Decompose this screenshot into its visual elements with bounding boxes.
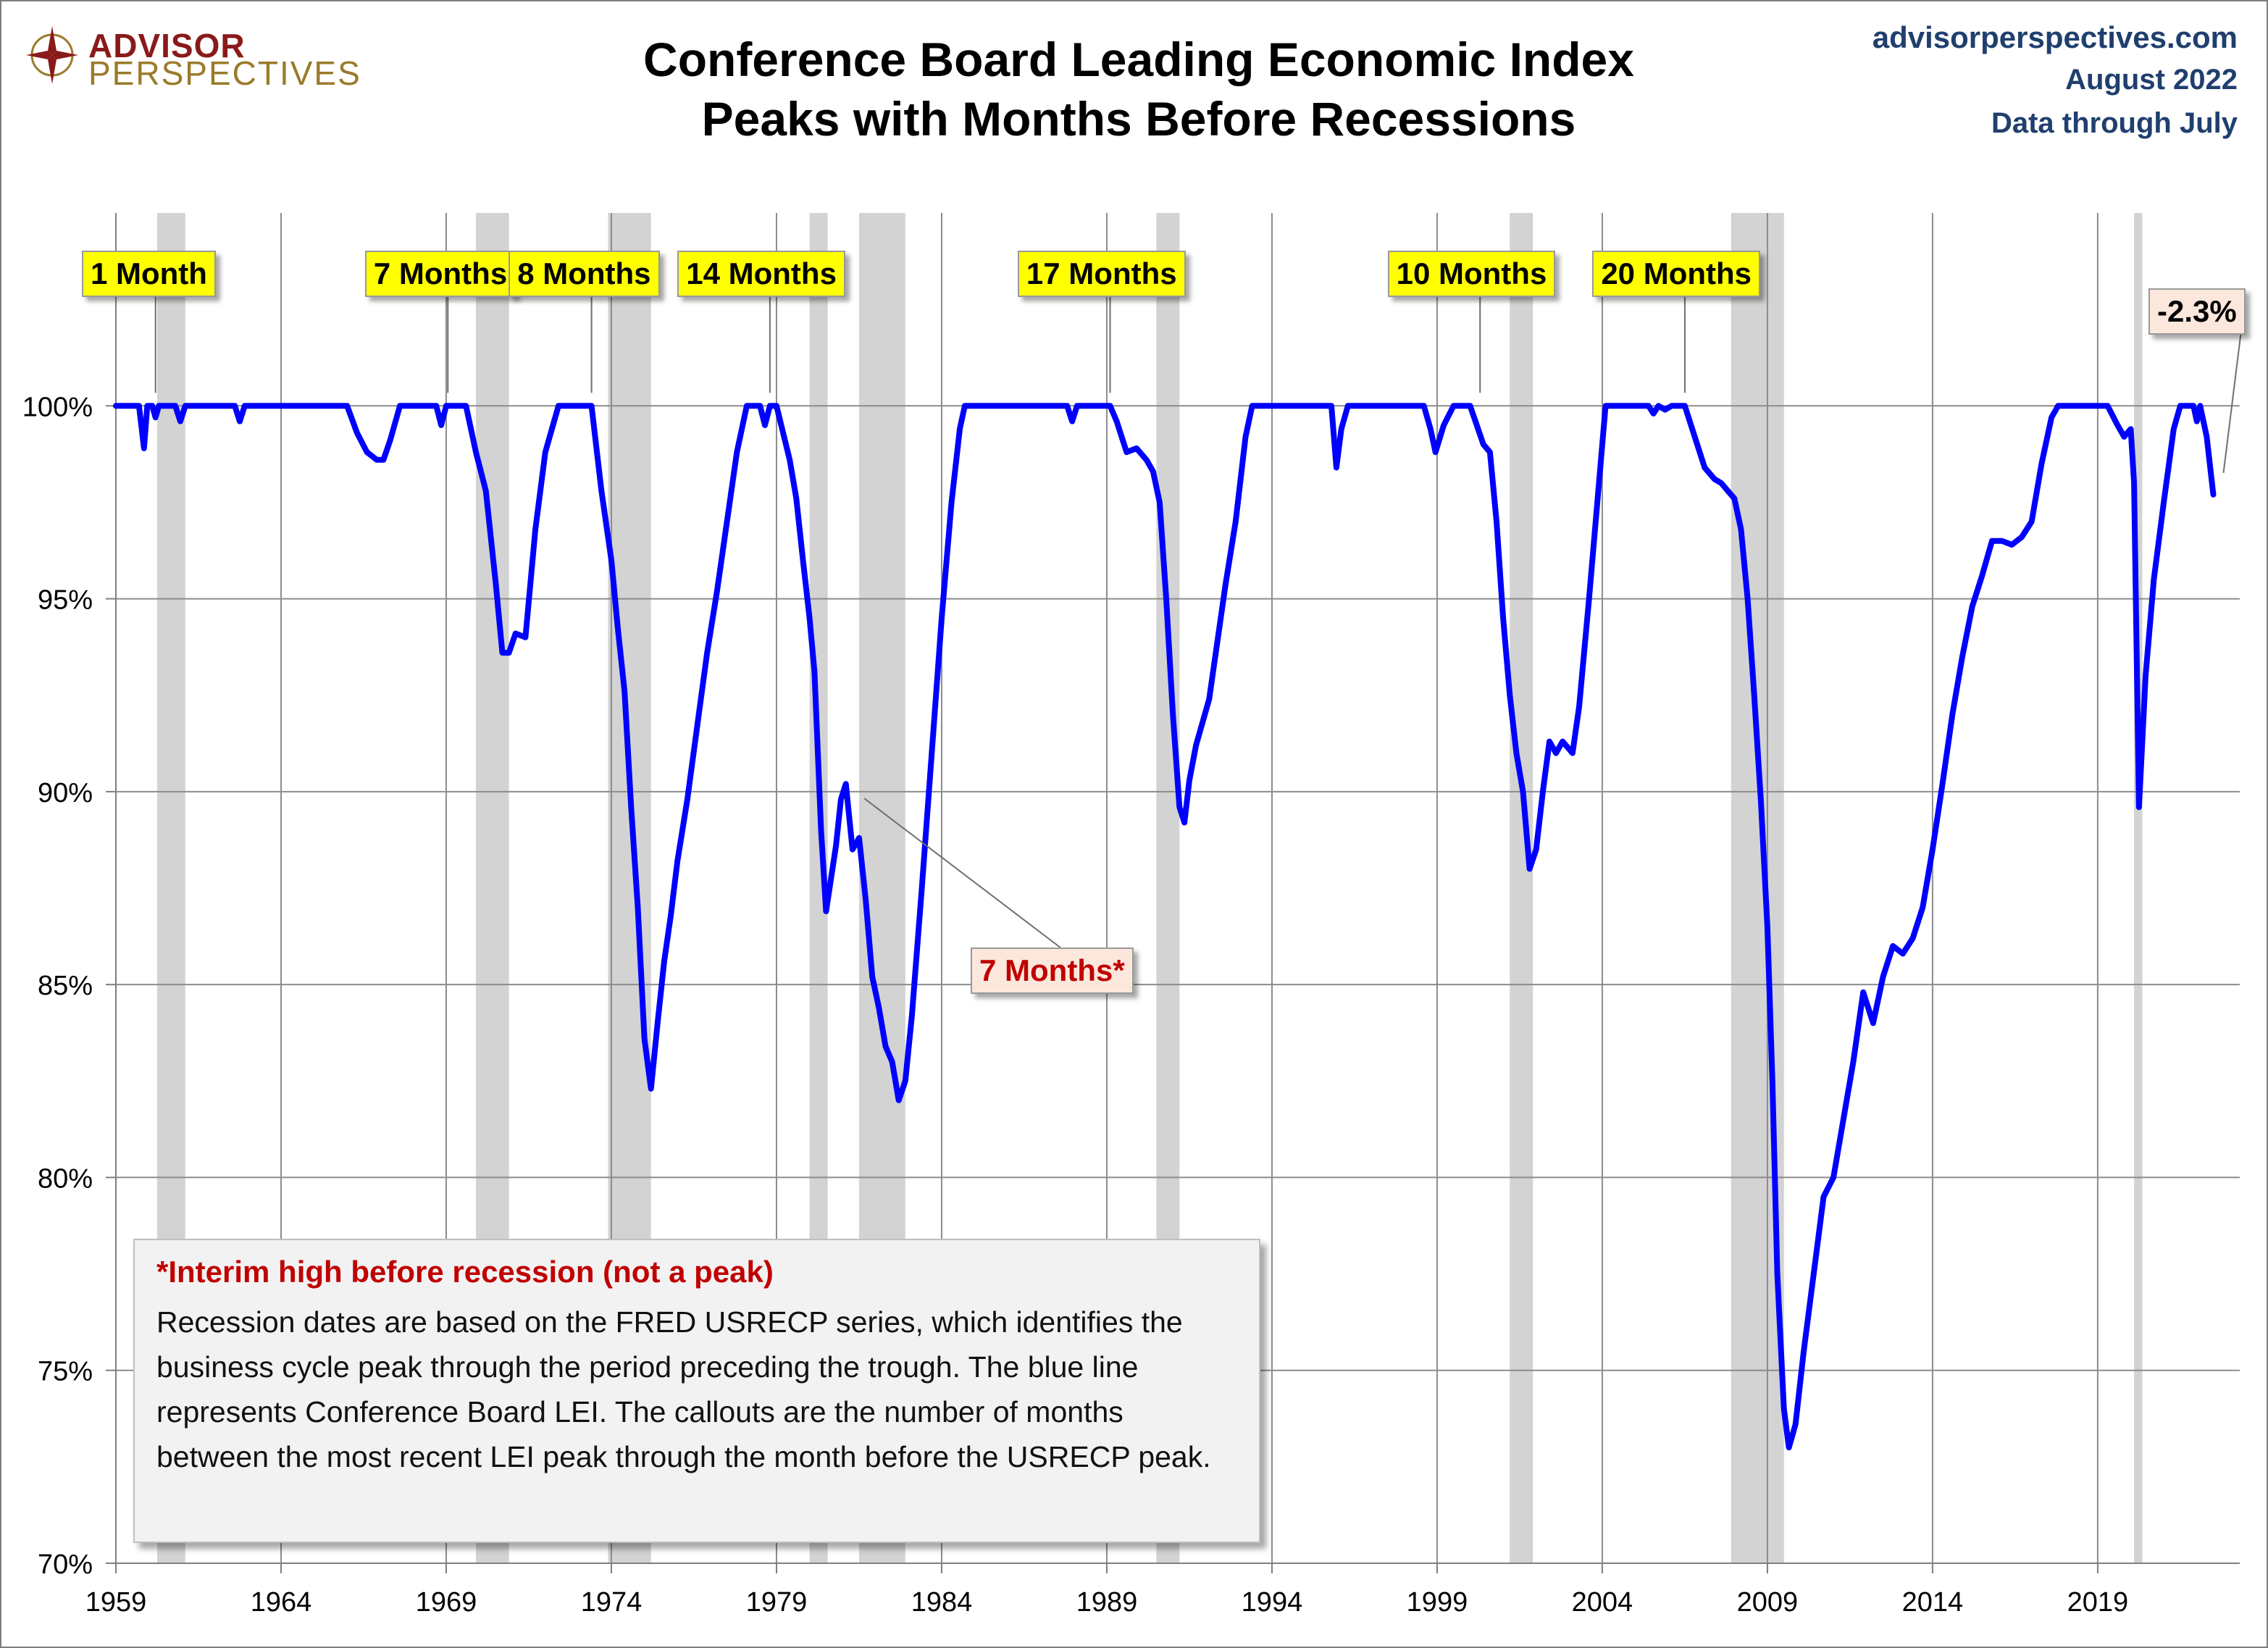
y-tick-label-5: 95%	[38, 585, 93, 616]
callout-1: 7 Months	[364, 251, 516, 297]
x-tick-label-4: 1979	[746, 1587, 808, 1618]
callout-7: 7 Months*	[971, 948, 1134, 994]
callout-4: 17 Months	[1017, 251, 1186, 297]
lei-series-line-0	[113, 403, 2217, 1451]
x-tick-label-0: 1959	[85, 1587, 147, 1618]
x-tick-label-11: 2014	[1902, 1587, 1964, 1618]
y-tick-label-6: 100%	[22, 392, 93, 422]
source-site: advisorperspectives.com	[1872, 20, 2238, 54]
recession-band-8	[2134, 213, 2143, 1563]
y-tick-label-4: 90%	[38, 778, 93, 808]
recession-band-7	[1731, 213, 1784, 1563]
x-tick-label-2: 1969	[416, 1587, 477, 1618]
source-date: August 2022	[2065, 64, 2238, 96]
callout-leader-7	[863, 798, 1061, 948]
y-tick-label-2: 80%	[38, 1163, 93, 1194]
x-tick-label-3: 1974	[581, 1587, 643, 1618]
note-text: Recession dates are based on the FRED US…	[156, 1305, 1211, 1473]
source-data-through: Data through July	[1991, 107, 2238, 139]
logo-text-perspectives: PERSPECTIVES	[88, 54, 361, 92]
callout-8: -2.3%	[2148, 288, 2246, 335]
advisor-perspectives-logo: ADVISOR PERSPECTIVES	[26, 22, 360, 94]
x-tick-label-5: 1984	[911, 1587, 973, 1618]
x-tick-label-12: 2019	[2067, 1587, 2129, 1618]
chart-title-line2: Peaks with Months Before Recessions	[701, 92, 1576, 146]
x-tick-label-10: 2009	[1737, 1587, 1799, 1618]
note-box: *Interim high before recession (not a pe…	[133, 1239, 1260, 1543]
callout-5: 10 Months	[1387, 251, 1556, 297]
y-tick-label-0: 70%	[38, 1549, 93, 1580]
callout-0: 1 Month	[81, 251, 216, 297]
x-tick-label-8: 1999	[1407, 1587, 1468, 1618]
y-tick-label-1: 75%	[38, 1357, 93, 1387]
x-tick-label-7: 1994	[1242, 1587, 1303, 1618]
callout-2: 8 Months	[509, 251, 660, 297]
y-tick-label-3: 85%	[38, 971, 93, 1001]
compass-rose-icon	[26, 26, 78, 84]
callout-leader-8	[2222, 334, 2242, 473]
callout-6: 20 Months	[1592, 251, 1761, 297]
x-tick-label-6: 1989	[1076, 1587, 1138, 1618]
chart-title-line1: Conference Board Leading Economic Index	[643, 33, 1634, 86]
x-tick-label-9: 2004	[1572, 1587, 1633, 1618]
x-tick-label-1: 1964	[251, 1587, 312, 1618]
note-title: *Interim high before recession (not a pe…	[156, 1255, 774, 1289]
recession-band-6	[1510, 213, 1533, 1563]
callout-3: 14 Months	[677, 251, 845, 297]
logo-text-advisor: ADVISOR	[88, 27, 246, 64]
